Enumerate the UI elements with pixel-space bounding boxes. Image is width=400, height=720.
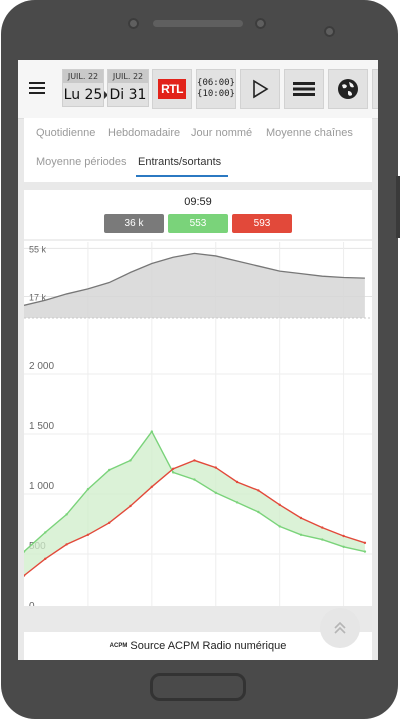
entrants-point — [363, 550, 367, 553]
entrants-point — [86, 488, 90, 491]
double-chevron-up-icon — [334, 621, 346, 634]
globe-button[interactable] — [328, 69, 368, 109]
entrants-point — [299, 533, 303, 536]
play-button[interactable] — [240, 69, 280, 109]
phone-speaker — [153, 20, 243, 27]
app-screen: JUIL. 22 Lu 25 JUIL. 22 Di 31 RTL {06:00… — [18, 60, 378, 660]
sortants-point — [321, 526, 324, 529]
mini-y-tick-label: 55 k — [29, 244, 47, 254]
list-icon — [293, 82, 315, 96]
phone-sensor — [255, 18, 266, 29]
entrants-point — [257, 510, 260, 514]
y-tick-label: 1 500 — [29, 421, 54, 432]
legend-audience: 36 k — [104, 214, 164, 233]
sortants-point — [278, 503, 281, 506]
view-tabs: Quotidienne Hebdomadaire Jour nommé Moye… — [24, 118, 372, 182]
toolbar-overflow-button[interactable] — [372, 69, 378, 109]
legend-sortants: 593 — [232, 214, 292, 233]
date-range-arrow-icon — [104, 91, 108, 99]
entrants-point — [278, 525, 281, 528]
source-line: ACPM Source ACPM Radio numérique — [24, 640, 372, 652]
sortants-point — [44, 557, 47, 560]
sortants-point — [108, 521, 111, 524]
entrants-point — [65, 513, 68, 516]
list-button[interactable] — [284, 69, 324, 109]
audience-area — [24, 253, 365, 318]
start-date-day: Lu 25 — [63, 87, 103, 103]
entrants-point — [193, 478, 196, 481]
sortants-point — [214, 466, 217, 469]
start-date-button[interactable]: JUIL. 22 Lu 25 — [62, 69, 104, 107]
acpm-logo: ACPM — [109, 643, 128, 649]
sortants-point — [363, 541, 367, 545]
time-range-button[interactable]: {06:00} {10:00} — [196, 69, 236, 109]
sortants-point — [150, 485, 154, 488]
sortants-point — [129, 504, 132, 508]
end-date-button[interactable]: JUIL. 22 Di 31 — [107, 69, 149, 107]
sortants-point — [342, 534, 345, 538]
end-date-day: Di 31 — [109, 87, 147, 103]
time-range-end: 10:00 — [202, 89, 230, 99]
legend-entrants: 553 — [168, 214, 228, 233]
tab-entrants-sortants[interactable]: Entrants/sortants — [138, 156, 222, 168]
entrants-point — [171, 471, 175, 474]
globe-icon — [338, 79, 358, 99]
entrants-point — [342, 545, 345, 548]
entrants-point — [150, 430, 154, 433]
y-tick-label: 2 000 — [29, 361, 54, 372]
sortants-point — [65, 543, 68, 546]
sortants-point — [171, 467, 175, 470]
station-logo: RTL — [158, 79, 186, 99]
entrants-point — [235, 501, 239, 504]
y-tick-label: 0 — [29, 601, 35, 606]
sortants-point — [299, 516, 303, 520]
station-button[interactable]: RTL — [152, 69, 192, 109]
phone-camera — [324, 26, 335, 37]
start-date-month: JUIL. 22 — [63, 70, 103, 83]
time-range-label: {06:00} {10:00} — [197, 78, 235, 99]
scroll-top-button[interactable] — [320, 608, 360, 648]
sortants-point — [24, 574, 26, 577]
play-icon — [253, 79, 269, 99]
tab-hebdomadaire[interactable]: Hebdomadaire — [108, 127, 181, 139]
sortants-point — [193, 459, 196, 462]
end-date-month: JUIL. 22 — [108, 70, 148, 83]
entrants-point — [24, 550, 26, 553]
time-range-start: 06:00 — [202, 78, 230, 88]
source-footer: ACPM Source ACPM Radio numérique — [24, 632, 372, 660]
entrants-point — [214, 491, 217, 494]
tab-moyenne-periodes[interactable]: Moyenne périodes — [36, 156, 127, 168]
entrants-point — [108, 468, 111, 472]
entrants-point — [44, 531, 47, 534]
mini-y-tick-label: 17 k — [29, 292, 47, 302]
menu-icon[interactable] — [29, 82, 45, 94]
tab-jour-nomme[interactable]: Jour nommé — [191, 127, 253, 139]
tab-moyenne-chaines[interactable]: Moyenne chaînes — [266, 127, 353, 139]
top-toolbar: JUIL. 22 Lu 25 JUIL. 22 Di 31 RTL {06:00… — [18, 60, 378, 119]
sortants-point — [235, 480, 239, 484]
sortants-point — [257, 489, 260, 492]
entrants-point — [321, 538, 324, 541]
audience-line — [24, 252, 365, 306]
tab-quotidienne[interactable]: Quotidienne — [36, 127, 96, 139]
cursor-time: 09:59 — [184, 196, 212, 208]
phone-sensor — [128, 18, 139, 29]
sortants-point — [86, 533, 90, 536]
y-tick-label: 1 000 — [29, 481, 54, 492]
active-tab-indicator — [136, 175, 228, 177]
entrants-point — [129, 459, 132, 462]
phone-side-button — [396, 176, 400, 238]
phone-home-button — [150, 673, 246, 701]
source-text: Source ACPM Radio numérique — [130, 640, 287, 652]
